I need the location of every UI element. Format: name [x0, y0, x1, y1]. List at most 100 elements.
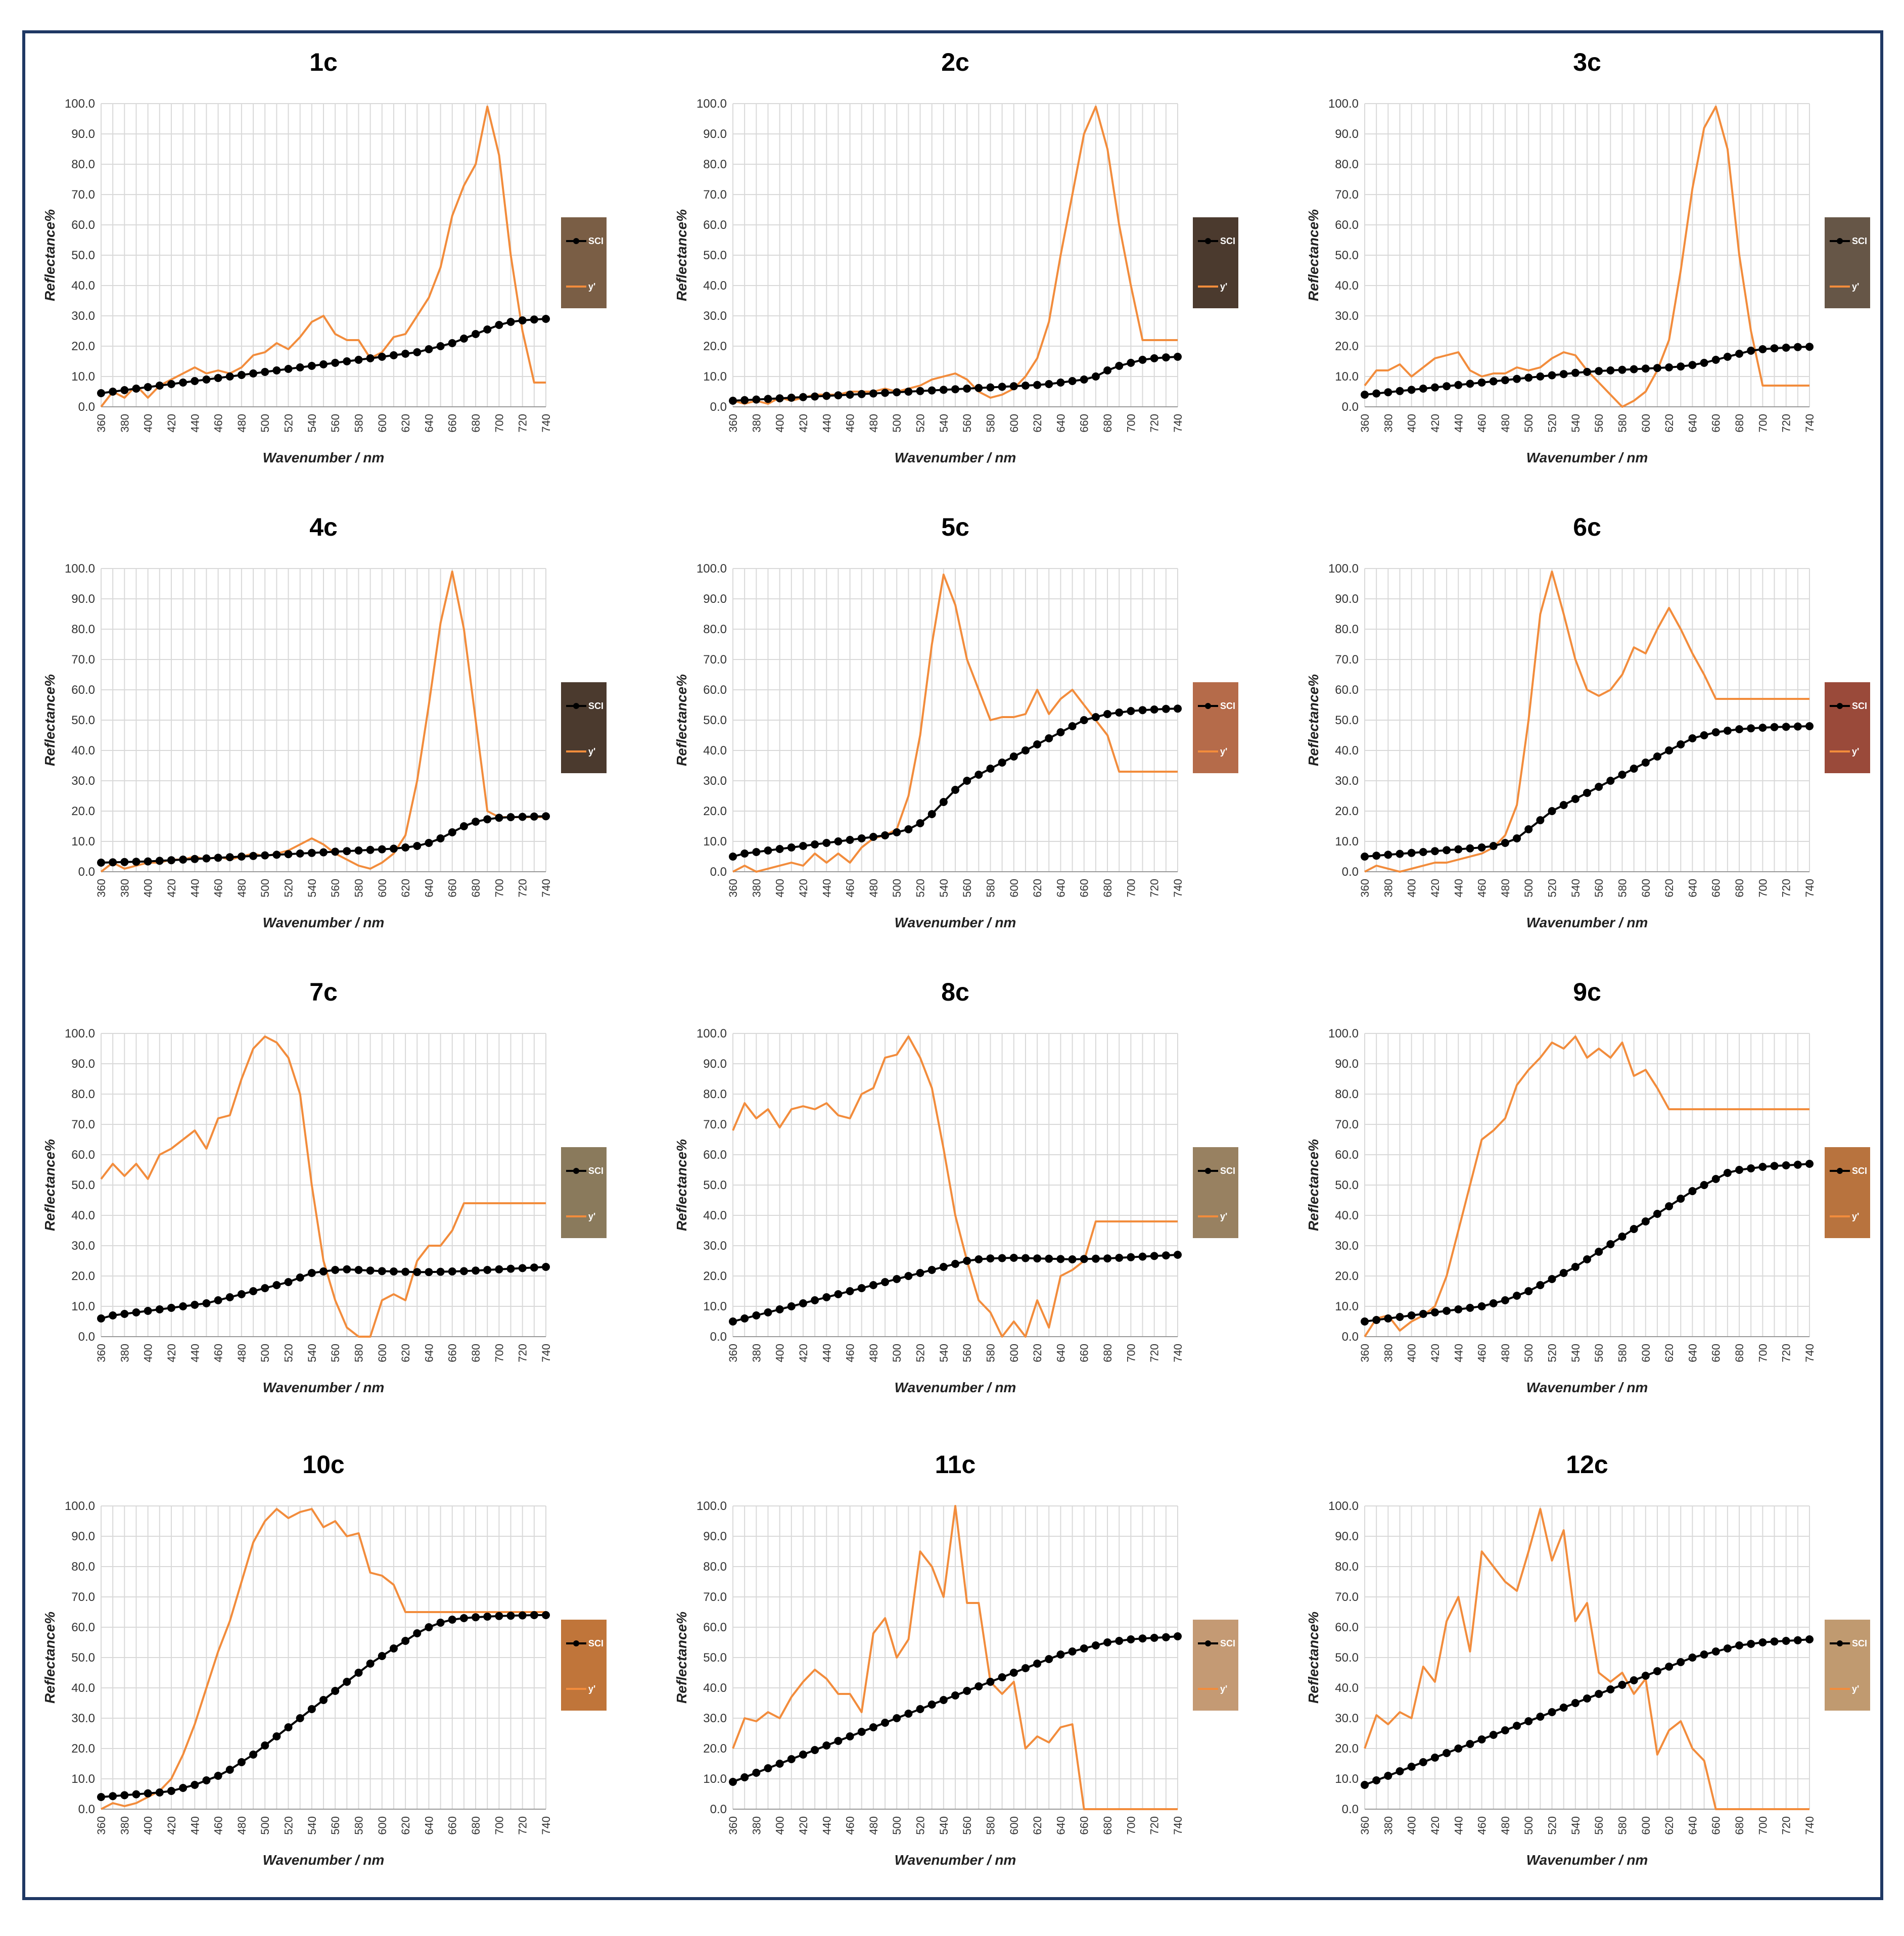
sci-point: [214, 374, 222, 382]
sci-point: [834, 391, 843, 400]
y-tick-label: 70.0: [703, 653, 727, 667]
sci-point: [1583, 1694, 1591, 1703]
sci-point: [893, 828, 901, 836]
sci-point: [1407, 848, 1416, 857]
x-tick-label: 640: [1054, 1344, 1067, 1362]
x-tick-label: 560: [329, 414, 342, 433]
y-tick-label: 80.0: [71, 1560, 95, 1574]
x-tick-label: 620: [1031, 414, 1044, 433]
y-tick-label: 90.0: [71, 1057, 95, 1071]
sci-point: [144, 1789, 152, 1798]
y-tick-label: 100.0: [65, 562, 95, 576]
sci-point: [869, 833, 877, 841]
sci-point: [378, 1267, 386, 1276]
sci-point: [109, 388, 117, 396]
legend: SCI y': [1825, 1147, 1870, 1238]
x-tick-label: 420: [797, 1344, 810, 1362]
x-tick-label: 500: [1522, 1816, 1535, 1835]
legend-sci-dot: [1205, 238, 1211, 244]
sci-point: [144, 857, 152, 866]
sci-point: [927, 810, 936, 818]
sci-point: [1665, 746, 1674, 754]
sci-point: [740, 1314, 749, 1323]
sci-point: [939, 1263, 948, 1271]
sci-point: [1396, 1767, 1404, 1775]
sci-point: [401, 1267, 410, 1276]
y-tick-label: 10.0: [703, 370, 727, 384]
sci-point: [1618, 771, 1627, 779]
y-tick-label: 70.0: [703, 188, 727, 202]
y-axis-label: Reflectance%: [42, 1612, 58, 1704]
x-tick-label: 620: [399, 879, 412, 898]
x-tick-label: 580: [1616, 879, 1629, 898]
sci-point: [518, 316, 527, 324]
legend-sci-label: SCI: [1220, 1638, 1235, 1648]
x-tick-label: 740: [1803, 1344, 1816, 1362]
x-tick-label: 620: [1031, 879, 1044, 898]
x-tick-label: 580: [352, 1816, 365, 1835]
sci-point: [1559, 1704, 1568, 1712]
sci-point: [214, 1772, 222, 1780]
x-tick-label: 640: [1686, 414, 1699, 433]
sci-point: [413, 348, 422, 356]
sci-point: [1454, 381, 1463, 389]
sci-point: [249, 1287, 258, 1295]
x-tick-label: 660: [446, 414, 459, 433]
sci-point: [1559, 1269, 1568, 1277]
sci-point: [249, 852, 258, 860]
sci-point: [144, 1307, 152, 1315]
y-tick-label: 90.0: [71, 1530, 95, 1543]
sci-point: [1677, 1195, 1685, 1203]
y-tick-label: 0.0: [78, 1330, 95, 1344]
sci-point: [764, 1308, 772, 1316]
y-tick-label: 80.0: [1335, 1088, 1359, 1101]
legend-y-label: y': [588, 281, 595, 292]
sci-point: [202, 375, 211, 384]
sci-point: [1630, 1676, 1638, 1684]
sci-point: [167, 856, 175, 865]
sci-point: [1103, 710, 1112, 718]
y-tick-label: 50.0: [703, 714, 727, 727]
sci-point: [1056, 379, 1065, 387]
x-tick-label: 400: [142, 1816, 155, 1835]
sci-point: [155, 857, 164, 865]
y-axis-label: Reflectance%: [674, 1139, 689, 1231]
x-tick-label: 440: [1452, 1344, 1465, 1362]
sci-point: [1571, 795, 1580, 803]
chart-6c: 6c 0.0 10.0 20.0 30.0 40.0 50.0 60.0 70.0 80.0 90.…: [1306, 513, 1870, 930]
sci-point: [472, 1266, 480, 1275]
sci-point: [225, 1293, 234, 1301]
sci-point: [237, 1758, 246, 1766]
x-tick-label: 360: [95, 1344, 108, 1362]
sci-point: [506, 1264, 515, 1273]
sci-point: [1033, 1254, 1042, 1263]
x-tick-label: 660: [1078, 1344, 1091, 1362]
y-tick-label: 0.0: [78, 400, 95, 414]
sci-point: [225, 853, 234, 862]
sci-point: [1454, 845, 1463, 854]
sci-point: [1770, 1637, 1779, 1646]
x-tick-label: 700: [1125, 1816, 1137, 1835]
sci-point: [495, 1265, 503, 1273]
sci-point: [1127, 1253, 1135, 1261]
x-tick-label: 680: [1101, 879, 1114, 898]
sci-point: [1700, 1181, 1708, 1189]
y-tick-label: 10.0: [703, 1300, 727, 1313]
sci-point: [425, 345, 433, 353]
x-tick-label: 620: [1663, 879, 1676, 898]
x-tick-label: 720: [517, 1344, 529, 1362]
sci-point: [1009, 1254, 1018, 1262]
sci-point: [893, 388, 901, 397]
sci-point: [389, 1267, 398, 1276]
chart-title: 2c: [941, 48, 969, 76]
legend-y-label: y': [1220, 281, 1227, 292]
sci-point: [974, 1682, 983, 1690]
x-tick-label: 600: [376, 414, 389, 433]
x-tick-label: 740: [540, 879, 552, 898]
y-tick-label: 30.0: [703, 1712, 727, 1725]
sci-point: [1466, 1304, 1474, 1312]
sci-point: [120, 386, 129, 394]
y-tick-label: 30.0: [1335, 309, 1359, 323]
legend-sci-label: SCI: [588, 1638, 603, 1648]
